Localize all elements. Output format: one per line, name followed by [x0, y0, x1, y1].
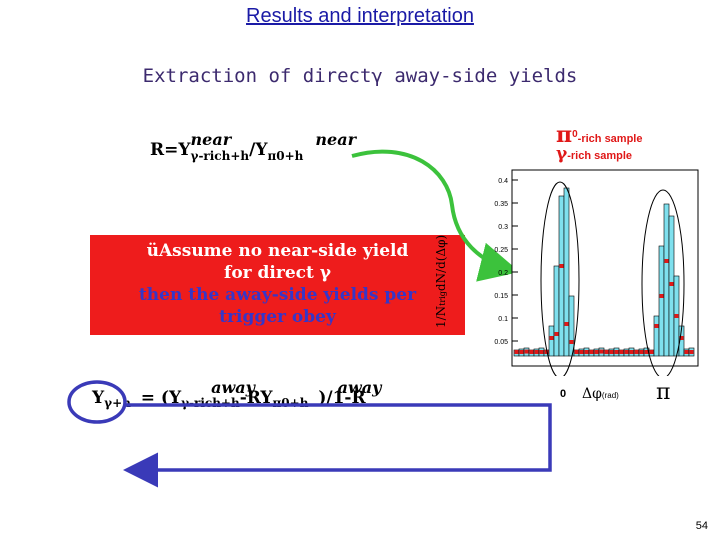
- gamma-rich-marker: [649, 350, 654, 354]
- gamma-rich-marker: [519, 350, 524, 354]
- ylabel-n: 1/N: [434, 305, 448, 328]
- gamma-rich-marker: [669, 282, 674, 286]
- ratio-sup-near-1: near: [190, 130, 232, 149]
- ytick-label: 0.3: [498, 224, 508, 231]
- gamma-rich-marker: [564, 322, 569, 326]
- gamma-rich-marker: [514, 350, 519, 354]
- plot-xlabel: Δφ(rad): [582, 386, 619, 402]
- gamma-rich-marker: [529, 350, 534, 354]
- gamma-rich-marker: [624, 350, 629, 354]
- ytick-label: 0.4: [498, 178, 508, 185]
- histogram-panel: 0.4 0.35 0.3 0.25 0.2 0.15 0.1 0.05: [494, 169, 699, 376]
- gamma-rich-marker: [679, 336, 684, 340]
- gamma-rich-marker: [634, 350, 639, 354]
- near-side-ellipse: [540, 181, 580, 376]
- gamma-rich-marker: [599, 349, 604, 354]
- gamma-rich-marker: [604, 350, 609, 354]
- legend-gamma-rich: γ-rich sample: [556, 144, 632, 164]
- ytick-label: 0.25: [494, 247, 508, 254]
- assumption-line-4: trigger obey: [219, 307, 336, 327]
- inset-plot: π0-rich sample γ-rich sample 1/NtrigdN/d…: [434, 118, 710, 418]
- legend-pi0-rich: π0-rich sample: [556, 122, 642, 148]
- ratio-sup-near-2: near: [315, 130, 356, 149]
- histogram-bar: [653, 315, 660, 357]
- away-side-ellipse: [641, 189, 685, 376]
- gamma-rich-marker: [609, 350, 614, 354]
- gamma-rich-marker: [569, 340, 574, 344]
- assumption-box: üAssume no near-side yield for direct γ …: [90, 235, 465, 335]
- gamma-rich-marker: [549, 336, 554, 340]
- ytick-label: 0.1: [498, 316, 508, 323]
- assumption-line-1: üAssume no near-side yield: [146, 241, 409, 261]
- yield-y: Y: [92, 388, 105, 408]
- ylabel-rest: dN/d(Δφ): [434, 234, 448, 292]
- legend-pi0-text: -rich sample: [577, 133, 643, 145]
- histogram-bar: [548, 325, 555, 357]
- gamma-rich-marker: [544, 350, 549, 354]
- blue-arrow: [123, 403, 552, 488]
- ytick-label: 0.2: [498, 270, 508, 277]
- gamma-rich-marker: [534, 350, 539, 354]
- yield-sup-away-2: away: [337, 378, 382, 397]
- gamma-rich-marker: [614, 350, 619, 354]
- xlabel-unit: (rad): [601, 391, 619, 400]
- assumption-line-3: then the away-side yields per: [138, 285, 417, 305]
- gamma-rich-marker: [594, 350, 599, 354]
- legend-pi0-symbol: π: [556, 122, 573, 148]
- ratio-sub-gamma-rich: γ-rich+h: [190, 149, 250, 163]
- gamma-rich-marker: [584, 350, 589, 354]
- ytick-label: 0.15: [494, 293, 508, 300]
- ratio-equation: R=Y near γ-rich+h/Yπ0+hnear: [150, 130, 356, 163]
- page-number: 54: [695, 520, 708, 532]
- assumption-line-2: for direct γ: [224, 263, 331, 283]
- legend-gamma-text: -rich sample: [567, 150, 633, 162]
- histogram-bar: [658, 245, 665, 357]
- yield-tail: )/1-R: [318, 388, 366, 408]
- yield-sup-away-1: away: [211, 378, 255, 397]
- legend-gamma-symbol: γ: [556, 144, 568, 164]
- gamma-rich-marker: [524, 349, 529, 354]
- gamma-rich-marker: [559, 264, 564, 268]
- ylabel-sub: trig: [438, 291, 447, 306]
- gamma-rich-marker: [629, 350, 634, 354]
- histogram-bar: [568, 295, 575, 357]
- yield-minus: -RY: [239, 388, 273, 408]
- ratio-divider: /Y: [249, 140, 268, 160]
- xtick-zero: 0: [560, 388, 567, 400]
- slide-title: Results and interpretation: [246, 5, 474, 27]
- slide-subtitle: Extraction of directγ away-side yields: [142, 65, 578, 87]
- ratio-lhs: R=Y: [150, 140, 191, 160]
- histogram-bar: [558, 195, 565, 357]
- green-arrow: [351, 149, 520, 282]
- gamma-rich-marker: [659, 294, 664, 298]
- gamma-rich-marker: [644, 350, 649, 354]
- gamma-rich-marker: [674, 314, 679, 318]
- xlabel-dphi: Δφ: [582, 386, 602, 402]
- gamma-rich-marker: [619, 350, 624, 354]
- gamma-rich-marker: [589, 350, 594, 354]
- histogram-bar: [563, 187, 570, 357]
- gamma-rich-marker: [654, 324, 659, 328]
- gamma-rich-marker: [689, 350, 694, 354]
- gamma-rich-marker: [579, 350, 584, 354]
- gamma-rich-marker: [639, 350, 644, 354]
- gamma-rich-marker: [574, 350, 579, 354]
- gamma-rich-marker: [684, 350, 689, 354]
- xtick-pi: π: [656, 380, 671, 405]
- histogram-bar: [553, 265, 560, 357]
- histogram-bar: [663, 203, 670, 357]
- gamma-rich-marker: [664, 259, 669, 263]
- blue-circle: [67, 380, 127, 424]
- yield-eq-open: = (Y: [140, 388, 182, 408]
- gamma-rich-marker: [539, 350, 544, 354]
- gamma-rich-marker: [554, 332, 559, 336]
- legend-pi0-sup: 0: [572, 129, 578, 140]
- ytick-label: 0.05: [494, 339, 508, 346]
- ratio-sub-pi0: π0+h: [267, 149, 304, 163]
- ytick-label: 0.35: [494, 201, 508, 208]
